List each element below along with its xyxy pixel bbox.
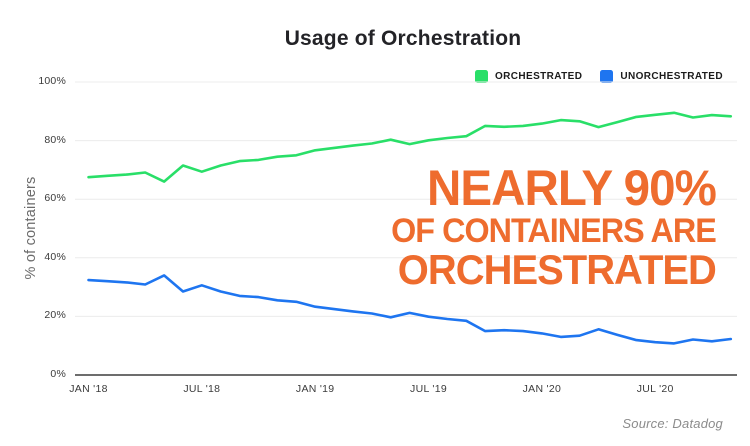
- y-tick-label: 0%: [50, 368, 66, 380]
- y-tick-label: 80%: [44, 133, 66, 146]
- x-tick-label: JAN '20: [522, 383, 562, 395]
- y-tick-label: 60%: [44, 192, 66, 205]
- legend: ORCHESTRATED UNORCHESTRATED: [474, 70, 723, 83]
- source-credit: Source: Datadog: [622, 416, 723, 431]
- series-line-orchestrated: [87, 111, 733, 183]
- x-tick-label: JAN '19: [295, 383, 335, 395]
- legend-swatch-unorchestrated: [600, 70, 614, 83]
- x-tick-label: JUL '19: [410, 383, 448, 395]
- annotation: NEARLY 90% OF CONTAINERS ARE ORCHESTRATE…: [391, 160, 717, 293]
- plot-svg: [75, 81, 737, 376]
- annotation-line-1: NEARLY 90%: [427, 160, 717, 216]
- y-tick-label: 40%: [44, 250, 66, 263]
- series-line-unorchestrated: [87, 274, 733, 345]
- annotation-line-3: ORCHESTRATED: [397, 246, 717, 293]
- legend-label: UNORCHESTRATED: [620, 71, 723, 82]
- y-tick-label: 20%: [44, 309, 66, 322]
- legend-item-orchestrated: ORCHESTRATED: [474, 70, 583, 83]
- legend-item-unorchestrated: UNORCHESTRATED: [600, 70, 723, 83]
- chart-title: Usage of Orchestration: [284, 27, 522, 50]
- legend-label: ORCHESTRATED: [494, 71, 583, 82]
- x-tick-label: JAN '18: [69, 383, 108, 395]
- x-tick-label: JUL '20: [636, 383, 674, 395]
- y-tick-label: 100%: [38, 75, 66, 87]
- annotation-line-2: OF CONTAINERS ARE: [391, 212, 717, 250]
- legend-swatch-orchestrated: [474, 70, 488, 83]
- x-tick-label: JUL '18: [183, 383, 221, 395]
